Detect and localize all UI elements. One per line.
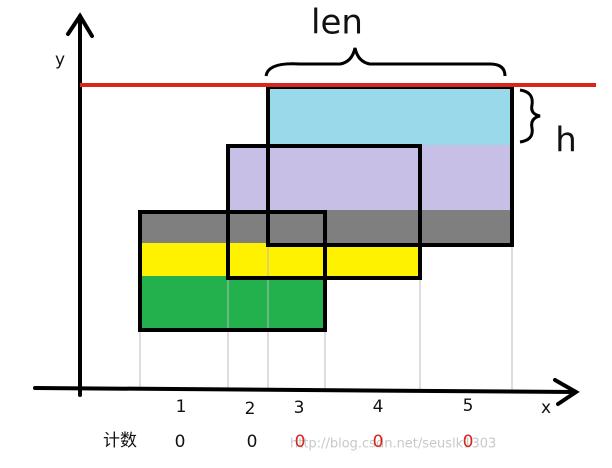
count: 0 xyxy=(373,432,384,452)
count: 0 xyxy=(295,432,306,452)
segment-label: 1 xyxy=(176,397,187,417)
yellow-band xyxy=(325,243,420,278)
len-label: len xyxy=(311,3,363,43)
y-axis-label: y xyxy=(55,50,65,70)
purple-band xyxy=(228,145,512,210)
count: 0 xyxy=(175,432,186,452)
x-axis-label: x xyxy=(541,398,551,418)
yellow-band xyxy=(140,243,325,276)
count: 0 xyxy=(247,432,258,452)
segment-label: 2 xyxy=(245,399,256,419)
segment-label: 4 xyxy=(373,397,384,417)
h-label: h xyxy=(555,121,577,161)
len-brace xyxy=(264,47,507,77)
h-brace xyxy=(519,88,541,144)
segment-label: 5 xyxy=(463,396,474,416)
guide-lines xyxy=(139,245,513,390)
count: 0 xyxy=(463,432,474,452)
watermark: http://blog.csdn.net/seuslk1303 xyxy=(290,437,496,452)
axes xyxy=(33,12,580,406)
segment-label: 3 xyxy=(294,398,305,418)
green-band xyxy=(140,276,325,330)
blue-band xyxy=(268,85,512,145)
count-label: 计数 xyxy=(103,431,137,451)
